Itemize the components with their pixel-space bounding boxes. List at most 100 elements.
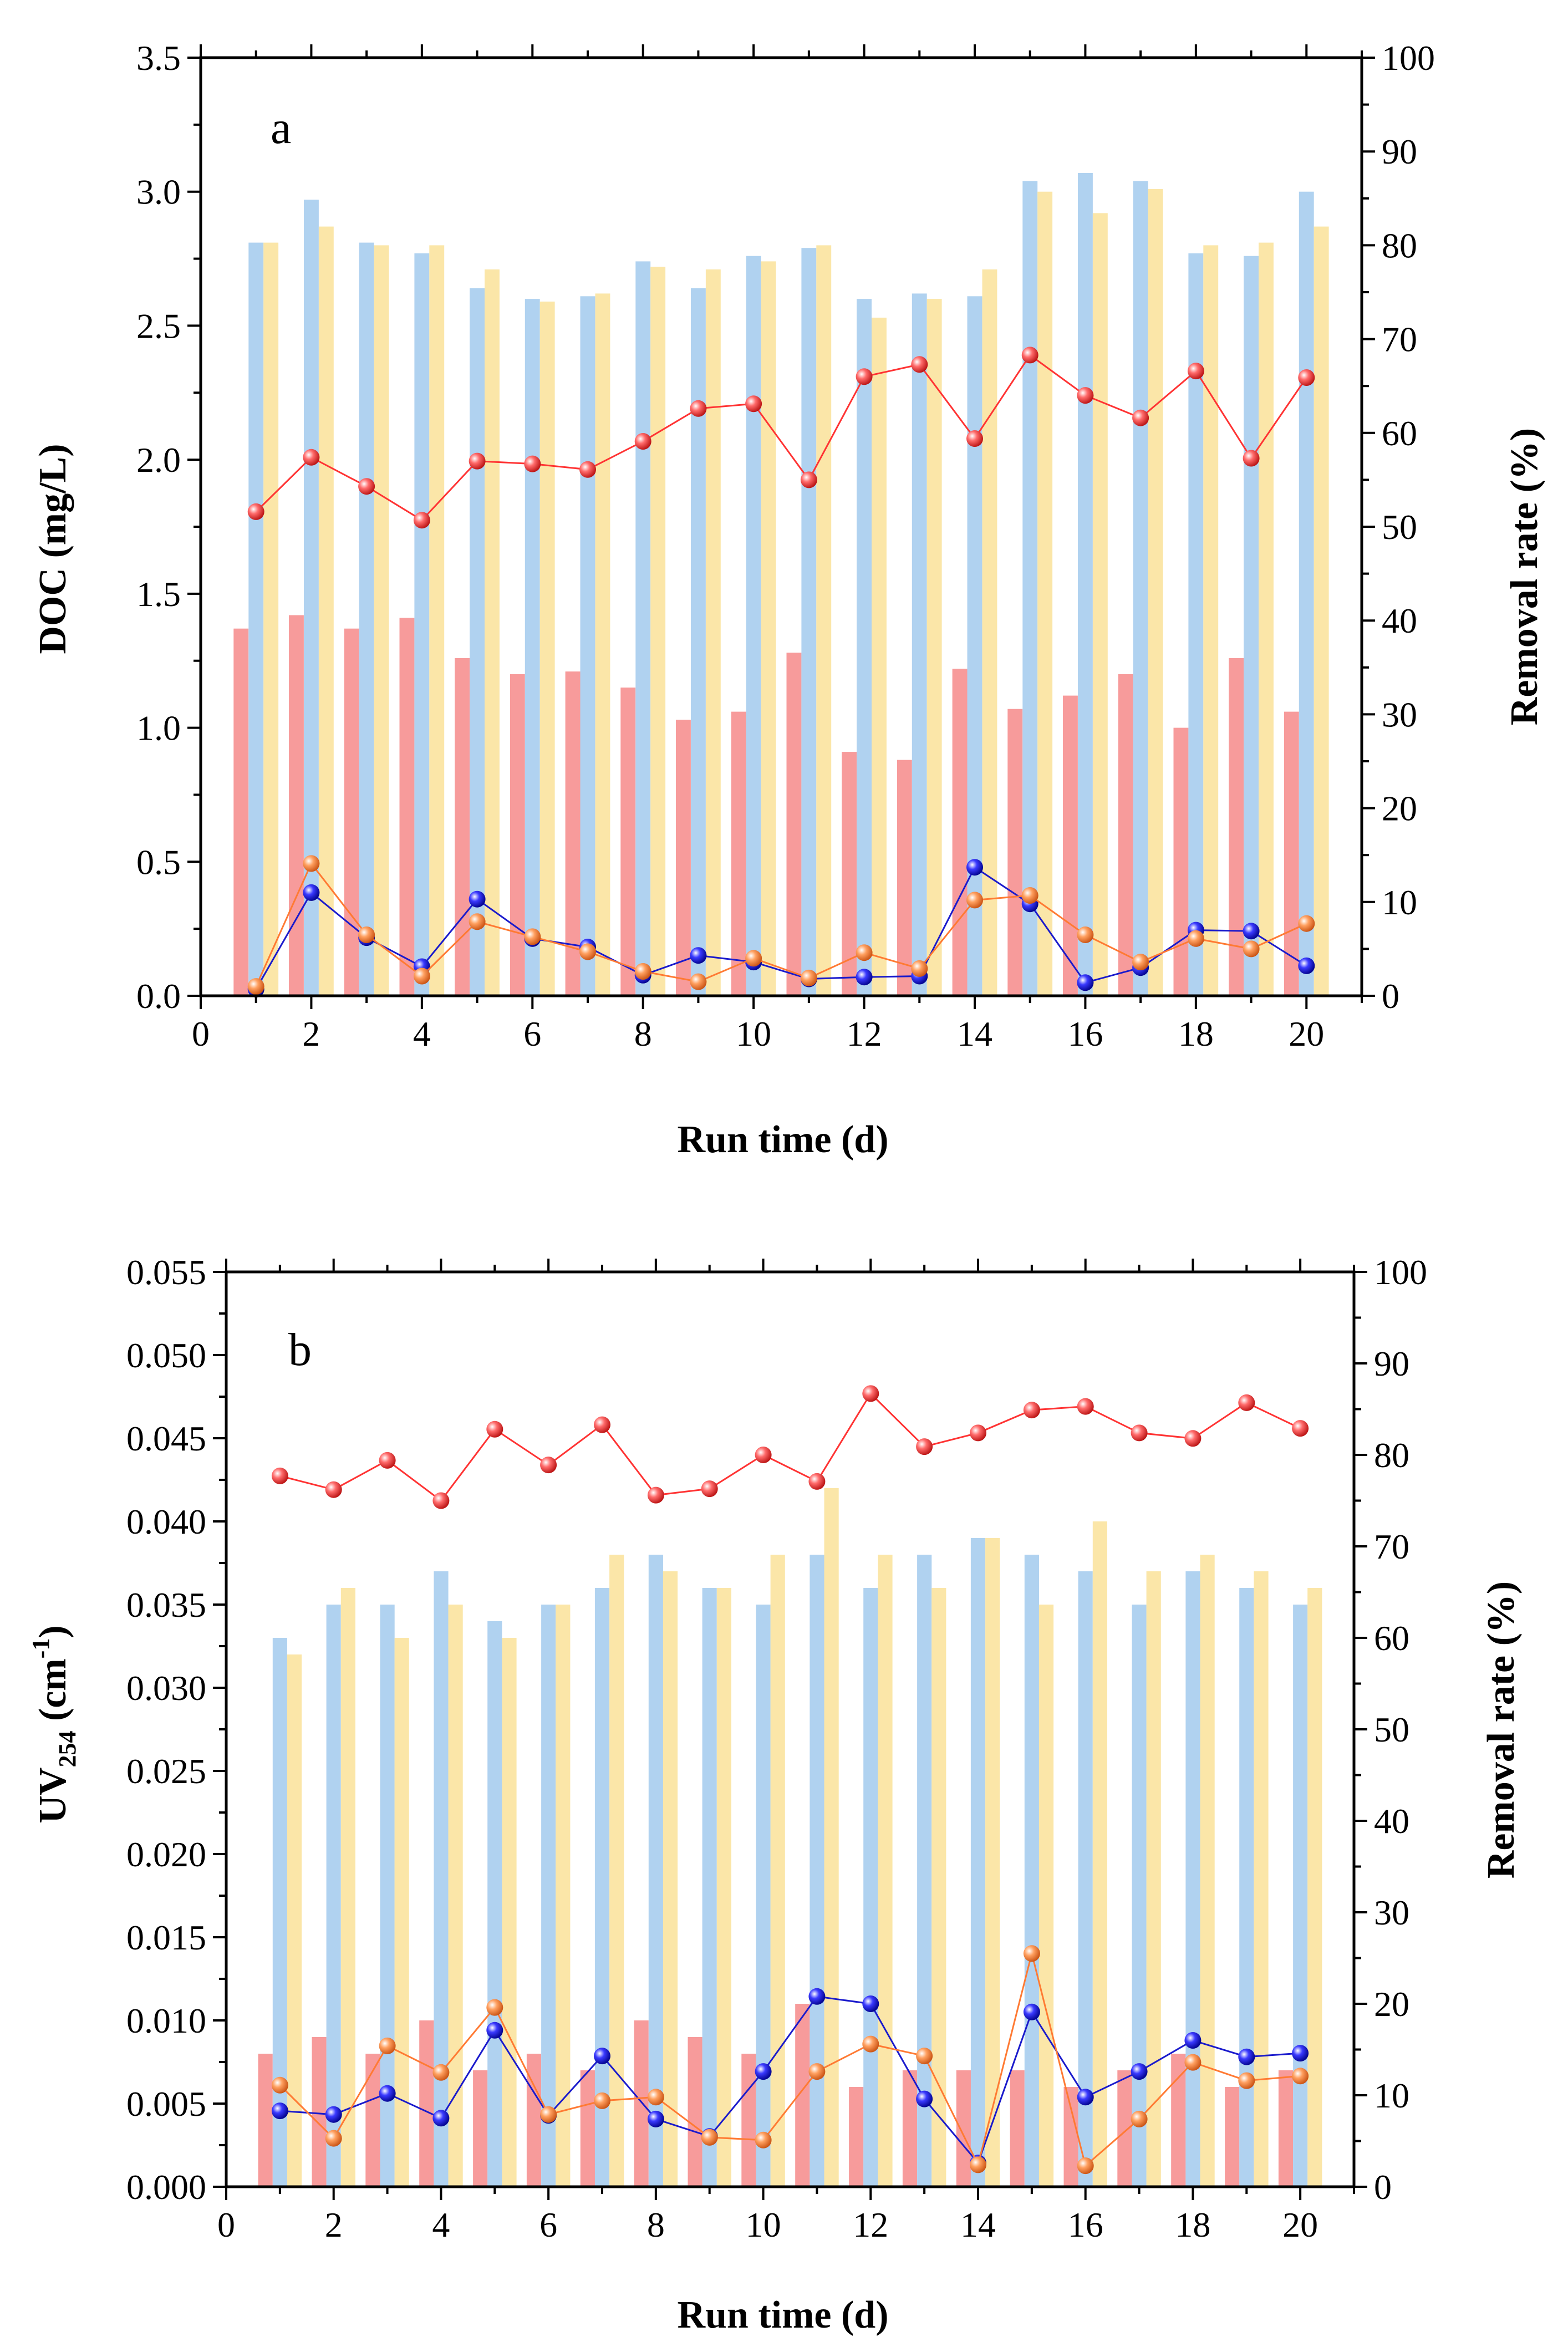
point-series1-day-5 [469, 452, 486, 470]
point-series1-day-14 [970, 1424, 986, 1442]
bar-series2-day-7 [580, 296, 595, 996]
point-series1-day-2 [325, 1481, 342, 1498]
y2-tick-label: 90 [1374, 1344, 1409, 1383]
point-series1-day-18 [1187, 363, 1204, 380]
point-series1-day-20 [1298, 369, 1315, 386]
point-series3-day-4 [432, 2064, 450, 2081]
y2-tick-label: 20 [1382, 789, 1417, 828]
bar-series2-day-5 [487, 1621, 502, 2187]
point-series1-day-9 [701, 1480, 718, 1498]
bar-series1-day-9 [688, 2037, 702, 2187]
bar-series2-day-2 [326, 1605, 341, 2187]
bar-series2-day-8 [648, 1555, 663, 2187]
bar-series3-day-17 [1146, 1571, 1161, 2187]
point-series3-day-5 [469, 913, 486, 930]
y2-tick-label: 60 [1382, 414, 1417, 453]
x-tick-label: 12 [847, 1014, 882, 1053]
bar-series3-day-14 [982, 269, 997, 996]
point-series1-day-11 [808, 1473, 826, 1490]
point-series3-day-20 [1292, 2068, 1309, 2085]
point-series3-day-12 [856, 944, 873, 961]
bar-series3-day-7 [595, 293, 610, 996]
x-tick-label: 2 [325, 2205, 343, 2244]
bar-series2-day-17 [1132, 1605, 1147, 2187]
point-series2-day-16 [1077, 974, 1094, 991]
x-axis-title: Run time (d) [677, 1118, 888, 1161]
bar-layer [233, 172, 1329, 996]
point-series1-day-15 [1021, 347, 1038, 364]
bar-series1-day-8 [634, 2020, 649, 2187]
point-series2-day-20 [1298, 957, 1315, 974]
bar-series3-day-11 [816, 245, 832, 996]
line-series3 [255, 862, 1307, 987]
point-series2-day-12 [856, 969, 873, 986]
point-series3-day-8 [647, 2089, 664, 2106]
y-tick-label: 0.015 [126, 1918, 206, 1957]
point-series2-day-13 [916, 2090, 933, 2107]
y-tick-label: 0.0 [136, 976, 181, 1016]
y-axis-title-superscript: -1 [27, 1638, 54, 1659]
bar-series1-day-18 [1171, 2054, 1186, 2187]
y2-tick-label: 40 [1382, 601, 1417, 640]
point-series1-day-20 [1292, 1420, 1309, 1437]
point-series1-day-14 [966, 430, 983, 447]
point-series2-day-17 [1131, 2063, 1148, 2080]
bar-series1-day-17 [1118, 674, 1133, 996]
point-series3-day-3 [379, 2037, 396, 2054]
x-tick-label: 14 [957, 1014, 992, 1053]
bar-series1-day-1 [233, 628, 249, 996]
bar-series2-day-15 [1022, 181, 1038, 996]
bar-series2-day-18 [1185, 1571, 1200, 2187]
panel-label: b [288, 1324, 312, 1376]
bar-series2-day-6 [525, 299, 540, 996]
y2-tick-label: 80 [1374, 1435, 1409, 1475]
point-series3-day-11 [800, 969, 817, 986]
y2-tick-label: 50 [1374, 1710, 1409, 1749]
point-series1-day-8 [647, 1486, 664, 1504]
bar-series1-day-16 [1063, 2087, 1078, 2187]
bar-series3-day-20 [1307, 1588, 1322, 2187]
bar-series3-day-12 [872, 317, 887, 996]
x-tick-label: 20 [1282, 2205, 1318, 2244]
line-series1 [279, 1392, 1301, 1502]
y-tick-label: 0.000 [126, 2167, 206, 2207]
point-series1-day-1 [247, 503, 264, 520]
bar-series2-day-11 [810, 1555, 824, 2187]
bar-series1-day-20 [1284, 711, 1299, 996]
y2-axis-title: Removal rate (%) [1503, 428, 1546, 725]
bar-series1-day-12 [849, 2087, 864, 2187]
point-series2-day-11 [808, 1988, 826, 2005]
y2-tick-label: 40 [1374, 1801, 1409, 1841]
point-series1-day-13 [911, 356, 928, 373]
y-tick-label: 3.5 [136, 38, 181, 78]
y-tick-label: 0.005 [126, 2084, 206, 2124]
x-tick-label: 4 [432, 2205, 450, 2244]
y2-tick-label: 10 [1374, 2076, 1409, 2115]
bar-series2-day-12 [857, 299, 872, 996]
bar-series1-day-1 [258, 2054, 273, 2187]
y-tick-label: 0.010 [126, 2001, 206, 2040]
y-tick-label: 0.050 [126, 1336, 206, 1375]
y2-tick-label: 30 [1382, 695, 1417, 734]
x-tick-label: 8 [647, 2205, 665, 2244]
bar-series1-day-15 [1007, 709, 1023, 996]
point-series3-day-1 [271, 2076, 288, 2094]
x-axis-title: Run time (d) [677, 2294, 888, 2336]
y2-tick-label: 90 [1382, 132, 1417, 171]
point-series1-day-12 [856, 368, 873, 385]
point-series3-day-10 [755, 2131, 772, 2148]
bar-series1-day-2 [312, 2037, 327, 2187]
x-tick-label: 6 [539, 2205, 557, 2244]
bar-series1-day-4 [399, 618, 415, 996]
y-axis-title-close: ) [32, 1625, 74, 1638]
x-tick-label: 10 [746, 2205, 781, 2244]
bar-series3-day-4 [429, 245, 445, 996]
x-tick-label: 8 [634, 1014, 652, 1053]
bar-series3-day-10 [770, 1555, 785, 2187]
bar-series2-day-15 [1024, 1555, 1039, 2187]
point-series3-day-19 [1238, 2072, 1255, 2089]
bar-series2-day-16 [1078, 172, 1093, 996]
point-series1-day-7 [594, 1416, 610, 1433]
y2-tick-label: 100 [1382, 38, 1435, 78]
bar-series3-day-17 [1148, 189, 1163, 996]
